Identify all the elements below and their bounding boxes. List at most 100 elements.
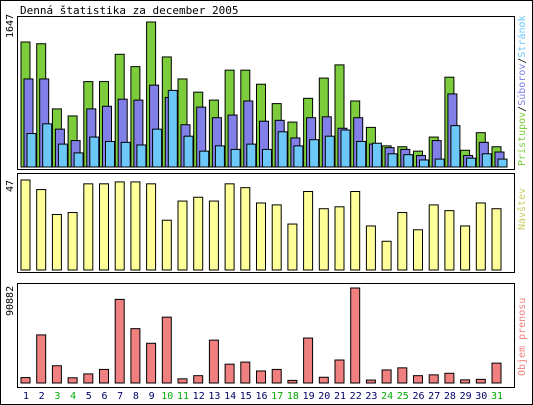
x-tick-label: 23	[365, 391, 377, 402]
kbytes-bar	[256, 370, 266, 384]
x-tick-label: 18	[287, 391, 299, 402]
pages-bar	[497, 158, 508, 168]
x-tick-label: 22	[350, 391, 362, 402]
kbytes-bar	[20, 377, 31, 384]
x-tick-label: 16	[255, 391, 267, 402]
x-tick-label: 31	[491, 391, 503, 402]
kbytes-bar	[350, 287, 361, 384]
pages-bar	[105, 140, 115, 168]
pages-bar	[419, 159, 429, 168]
x-tick-label: 19	[303, 391, 315, 402]
legend-slash-1: /	[517, 106, 528, 112]
x-tick-label: 7	[117, 391, 123, 402]
bars-layer	[20, 21, 508, 384]
pages-bar	[434, 158, 445, 168]
pages-bar	[167, 89, 178, 168]
pages-bar	[183, 135, 194, 168]
pages-bar	[481, 153, 492, 168]
kbytes-bar	[114, 298, 125, 384]
visits-bar	[208, 200, 219, 271]
x-axis-labels: 1 2 3 4 5 6 7 8 9 10 11 12 13 14 15 16 17 18 19 20 21 22 23 24 2…	[23, 391, 503, 402]
x-tick-label: 6	[101, 391, 107, 402]
kbytes-bar	[271, 368, 282, 384]
x-tick-label: 20	[318, 391, 330, 402]
visits-bar	[365, 225, 376, 271]
visits-bar	[67, 212, 78, 271]
panel-hits-box	[17, 16, 515, 170]
x-tick-label: 4	[70, 391, 76, 402]
pages-bar	[371, 142, 382, 168]
legend-pages: Stránok	[516, 15, 528, 57]
kbytes-bar	[130, 328, 141, 384]
x-tick-label: 27	[428, 391, 440, 402]
pages-bar	[387, 153, 398, 168]
visits-bar	[350, 190, 361, 271]
pages-bar	[214, 145, 225, 168]
visits-bar	[224, 183, 235, 271]
legend-files: Súborov	[516, 64, 528, 106]
visits-bar	[475, 202, 486, 271]
kbytes-bar	[99, 368, 109, 384]
x-tick-label: 14	[224, 391, 236, 402]
visits-bar	[334, 206, 345, 271]
pages-bar	[199, 150, 210, 168]
pages-bar	[42, 123, 53, 168]
pages-bar	[277, 131, 288, 168]
kbytes-bar	[381, 369, 392, 384]
x-tick-label: 3	[54, 391, 60, 402]
visits-bar	[146, 183, 157, 271]
kbytes-bar	[36, 334, 47, 384]
kbytes-bar	[193, 375, 204, 384]
kbytes-bar	[67, 377, 78, 384]
pages-bar	[356, 140, 367, 168]
visits-bar	[240, 187, 251, 271]
x-tick-label: 1	[23, 391, 29, 402]
visits-bar	[287, 223, 298, 271]
kbytes-bar	[51, 365, 62, 384]
legend-hits: Prístupov	[516, 112, 528, 166]
visits-bar	[99, 183, 109, 271]
kbytes-bar	[491, 362, 502, 384]
kbytes-bar	[240, 361, 251, 384]
x-tick-label: 2	[39, 391, 45, 402]
pages-bar	[230, 148, 241, 168]
kbytes-bar	[334, 359, 345, 384]
kbytes-max-label: 90882	[5, 286, 16, 316]
x-tick-label: 29	[460, 391, 472, 402]
x-tick-label: 30	[475, 391, 487, 402]
pages-bar	[466, 157, 477, 168]
kbytes-bar	[83, 373, 94, 384]
visits-bar	[83, 183, 94, 271]
kbytes-bar	[444, 372, 455, 384]
kbytes-bar	[397, 367, 408, 384]
pages-bar	[89, 136, 100, 168]
visits-bar	[161, 219, 172, 271]
visits-bar	[303, 190, 314, 271]
kbytes-bar	[318, 376, 329, 384]
pages-bar	[246, 143, 257, 168]
kbytes-bar	[146, 342, 157, 384]
visits-bar	[318, 208, 329, 271]
kbytes-bar	[365, 379, 376, 384]
x-tick-label: 25	[397, 391, 409, 402]
pages-bar	[73, 152, 84, 168]
pages-bar	[340, 129, 351, 168]
kbytes-bar	[208, 339, 219, 384]
kbytes-bar	[177, 378, 188, 384]
visits-bar	[177, 200, 188, 271]
chart-title: Denná štatistika za december 2005	[20, 4, 239, 17]
pages-bar	[26, 133, 37, 168]
visits-bar	[428, 204, 439, 271]
kbytes-bar	[475, 378, 486, 384]
x-tick-label: 12	[193, 391, 205, 402]
visits-bar	[36, 189, 47, 271]
visits-bar	[444, 210, 455, 271]
x-tick-label: 24	[381, 391, 393, 402]
kbytes-bar	[460, 379, 471, 384]
hits-max-label: 1647	[5, 14, 16, 38]
x-tick-label: 21	[334, 391, 346, 402]
x-tick-label: 28	[444, 391, 456, 402]
panel-visits-box	[17, 173, 515, 273]
